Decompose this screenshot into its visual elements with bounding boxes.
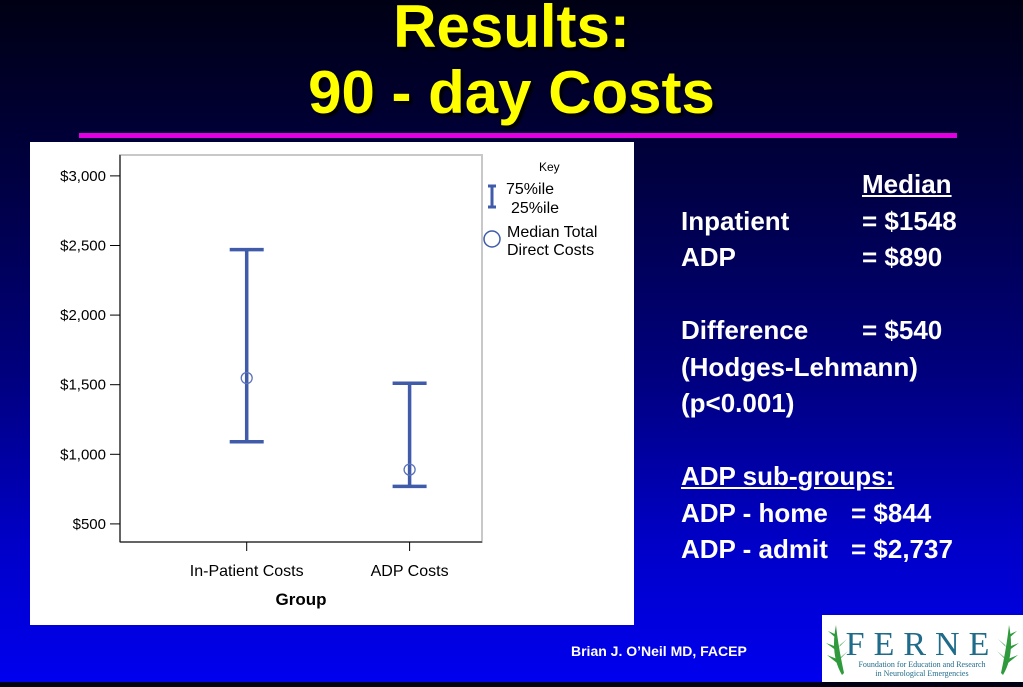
y-tick-label: $1,500 [60,377,106,394]
ferne-logo: FERNE Foundation for Education and Resea… [822,615,1023,682]
stats-panel: Median Inpatient = $1548 ADP = $890 Differen… [681,166,1021,568]
x-tick-label: ADP Costs [371,563,449,580]
stats-row-label: ADP - home [681,497,828,528]
stats-row-label: ADP sub-groups: [681,461,895,491]
stats-row-label: Inpatient [681,205,790,236]
y-tick-label: $500 [73,516,106,533]
stats-row-value: = $2,737 [851,534,953,564]
legend-median-label-line1: Median Total [507,224,597,241]
stats-row-value: = $844 [851,497,932,528]
y-tick-label: $1,000 [60,446,106,463]
stats-row: Difference = $540 [681,312,1021,349]
chart-panel: $500 $1,000 $1,500 $2,000 $2,500 $3,000 In-Pa… [30,142,634,625]
y-tick-label: $3,000 [60,168,106,185]
legend-median-label-line2: Direct Costs [507,242,594,259]
logo-subtitle-line2: in Neurological Emergencies [875,669,968,678]
logo-wordmark: FERNE [846,626,999,663]
plot-frame [119,154,483,543]
stats-row: ADP - home = $844 [681,495,1021,532]
median-marker [403,463,416,476]
leaf-icon-right [997,625,1019,675]
stats-row-value: = $540 [862,315,943,345]
stats-row: (Hodges-Lehmann) [681,349,1021,386]
stats-row-label: ADP [681,242,736,272]
stats-row-label: ADP - admit [681,534,828,564]
stats-row-value: = $1548 [862,205,957,236]
cost-chart: $500 $1,000 $1,500 $2,000 $2,500 $3,000 In-Pa… [60,154,597,609]
stats-row-label: Difference [681,315,809,345]
title-divider [79,133,957,138]
slide-title-line2: 90 - day Costs [308,59,715,126]
author-footer: Brian J. O’Neil MD, FACEP [571,643,747,659]
median-header: Median [862,169,952,199]
stats-row-value: = $890 [862,242,943,272]
legend-bar-icon [488,184,496,209]
x-tick-label: In-Patient Costs [190,563,304,580]
median-marker [240,371,253,385]
stats-row: ADP sub-groups: [681,458,1021,495]
stats-header-row: Median [681,166,1021,203]
stats-row-label: (Hodges-Lehmann) [681,351,918,382]
legend-25-label: 25%ile [511,200,559,217]
stats-row: ADP = $890 [681,239,1021,276]
stats-row [681,422,1021,459]
stats-row [681,276,1021,313]
y-tick-label: $2,500 [60,237,106,254]
x-axis-title: Group [276,590,327,609]
leaf-icon-left [826,625,848,675]
logo-subtitle-line1: Foundation for Education and Research [858,660,985,669]
stats-row-label: (p<0.001) [681,388,795,418]
legend-75-label: 75%ile [506,181,554,198]
stats-row: Inpatient = $1548 [681,203,1021,240]
legend-title: Key [539,160,560,174]
legend-median-marker [483,230,501,248]
slide-title-line1: Results: [393,0,630,60]
stats-row: (p<0.001) [681,385,1021,422]
stats-row: ADP - admit = $2,737 [681,531,1021,568]
y-tick-label: $2,000 [60,307,106,324]
